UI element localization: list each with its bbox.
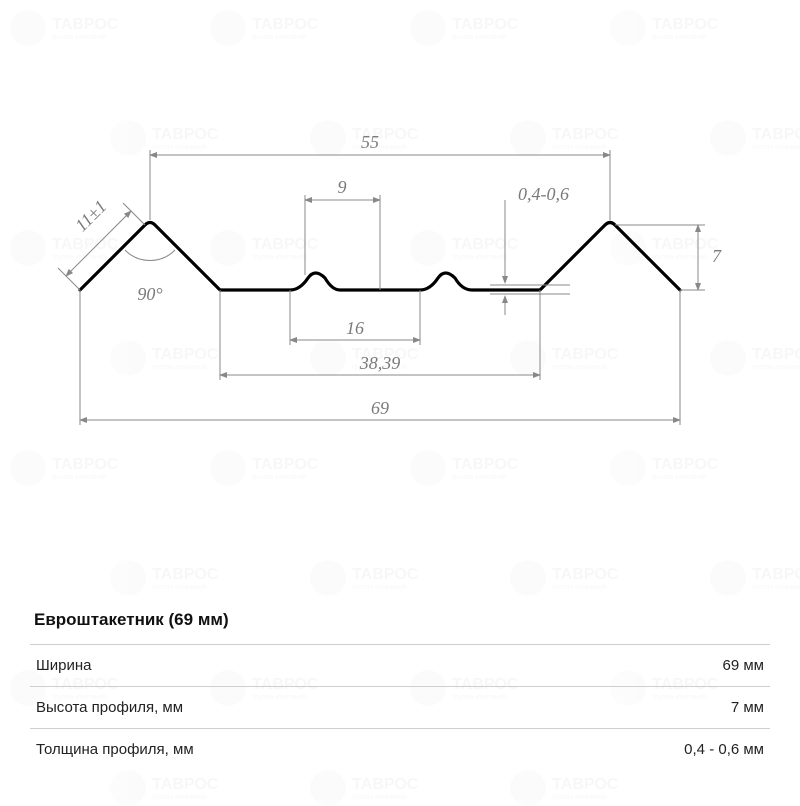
diagram-area: 55 11±1 90° 9 0,4-0,6 7 16 38,39 69: [40, 60, 760, 500]
spec-title: Евроштакетник (69 мм): [30, 600, 770, 644]
spec-section: Евроштакетник (69 мм) Ширина 69 мм Высот…: [30, 600, 770, 770]
dim-bump-top: 9: [338, 177, 347, 197]
dim-thickness: 0,4-0,6: [518, 184, 569, 204]
dim-top-span: 55: [361, 132, 379, 152]
wm-brand: ТАВРОС: [52, 16, 118, 33]
dim-left-slant: 11±1: [71, 196, 110, 235]
profile-drawing: 55 11±1 90° 9 0,4-0,6 7 16 38,39 69: [40, 60, 760, 500]
dim-angle: 90°: [137, 284, 162, 304]
spec-value: 7 мм: [731, 699, 764, 716]
spec-row: Высота профиля, мм 7 мм: [30, 686, 770, 728]
spec-row: Ширина 69 мм: [30, 644, 770, 686]
wm-sub: группа компаний: [52, 34, 118, 41]
spec-label: Толщина профиля, мм: [36, 741, 194, 758]
dim-bump-gap: 16: [346, 318, 364, 338]
spec-row: Толщина профиля, мм 0,4 - 0,6 мм: [30, 728, 770, 770]
spec-label: Высота профиля, мм: [36, 699, 183, 716]
spec-label: Ширина: [36, 657, 91, 674]
spec-value: 0,4 - 0,6 мм: [684, 741, 764, 758]
dim-full-width: 69: [371, 398, 389, 418]
spec-value: 69 мм: [723, 657, 764, 674]
dim-height: 7: [712, 246, 722, 266]
dim-inner-span: 38,39: [359, 353, 401, 373]
